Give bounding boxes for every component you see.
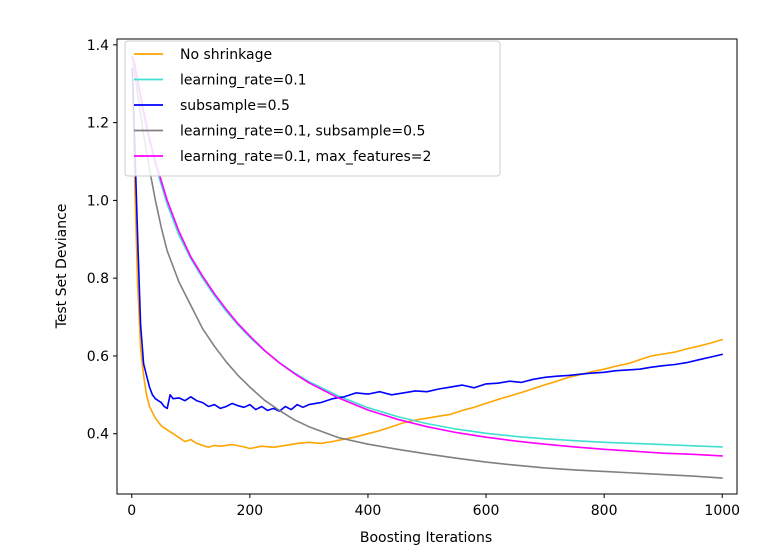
x-tick-label: 0: [127, 503, 136, 519]
y-axis-ticks: 0.4 0.6 0.8 1.0 1.2 1.4: [87, 38, 117, 443]
x-tick-label: 1000: [704, 503, 740, 519]
series-line-4: [131, 55, 724, 479]
series-line-3: [131, 67, 724, 413]
legend-label: No shrinkage: [180, 47, 272, 63]
x-axis-label: Boosting Iterations: [360, 530, 492, 546]
x-tick-label: 400: [355, 503, 382, 519]
x-tick-label: 800: [591, 503, 618, 519]
legend-label: subsample=0.5: [180, 98, 290, 114]
y-tick-label: 1.4: [87, 38, 109, 54]
x-axis-ticks: 0 200 400 600 800 1000: [127, 494, 740, 519]
plot-frame: [116, 38, 738, 495]
y-tick-label: 1.2: [87, 116, 109, 132]
legend: No shrinkage learning_rate=0.1 subsample=0…: [124, 40, 501, 177]
y-tick-label: 0.6: [87, 349, 109, 365]
y-tick-label: 1.0: [87, 193, 109, 209]
y-tick-label: 0.4: [87, 427, 109, 443]
legend-label: learning_rate=0.1: [180, 73, 307, 89]
legend-label: learning_rate=0.1, max_features=2: [180, 149, 431, 165]
y-tick-label: 0.8: [87, 271, 109, 287]
x-tick-label: 600: [473, 503, 500, 519]
y-axis-label: Test Set Deviance: [54, 204, 70, 330]
x-tick-label: 200: [236, 503, 263, 519]
legend-label: learning_rate=0.1, subsample=0.5: [180, 124, 425, 140]
series-line-1: [131, 71, 724, 450]
legend-box: [124, 40, 501, 177]
